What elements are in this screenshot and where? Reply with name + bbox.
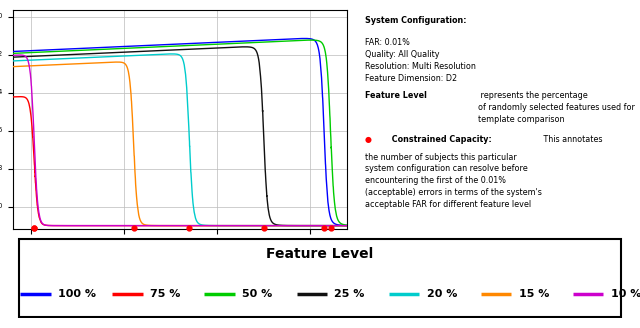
- Text: Constrained Capacity:: Constrained Capacity:: [389, 135, 492, 144]
- Text: 15 %: 15 %: [518, 289, 549, 299]
- Text: Feature Level: Feature Level: [266, 247, 374, 261]
- Text: FAR: 0.01%
Quality: All Quality
Resolution: Multi Resolution
Feature Dimension: : FAR: 0.01% Quality: All Quality Resoluti…: [365, 38, 476, 83]
- Text: the number of subjects this particular
system configuration can resolve before
e: the number of subjects this particular s…: [365, 153, 541, 209]
- Text: This annotates: This annotates: [541, 135, 602, 144]
- Text: 10 %: 10 %: [611, 289, 640, 299]
- X-axis label: Unique Identity Count: Unique Identity Count: [111, 252, 248, 262]
- Text: System Configuration:: System Configuration:: [365, 16, 466, 26]
- Text: 25 %: 25 %: [334, 289, 365, 299]
- Text: 50 %: 50 %: [242, 289, 273, 299]
- Text: 75 %: 75 %: [150, 289, 180, 299]
- Text: ●: ●: [365, 135, 372, 144]
- Text: 100 %: 100 %: [58, 289, 96, 299]
- Text: represents the percentage
of randomly selected features used for
template compar: represents the percentage of randomly se…: [478, 91, 635, 124]
- Text: Feature Level: Feature Level: [365, 91, 426, 100]
- Text: 20 %: 20 %: [426, 289, 457, 299]
